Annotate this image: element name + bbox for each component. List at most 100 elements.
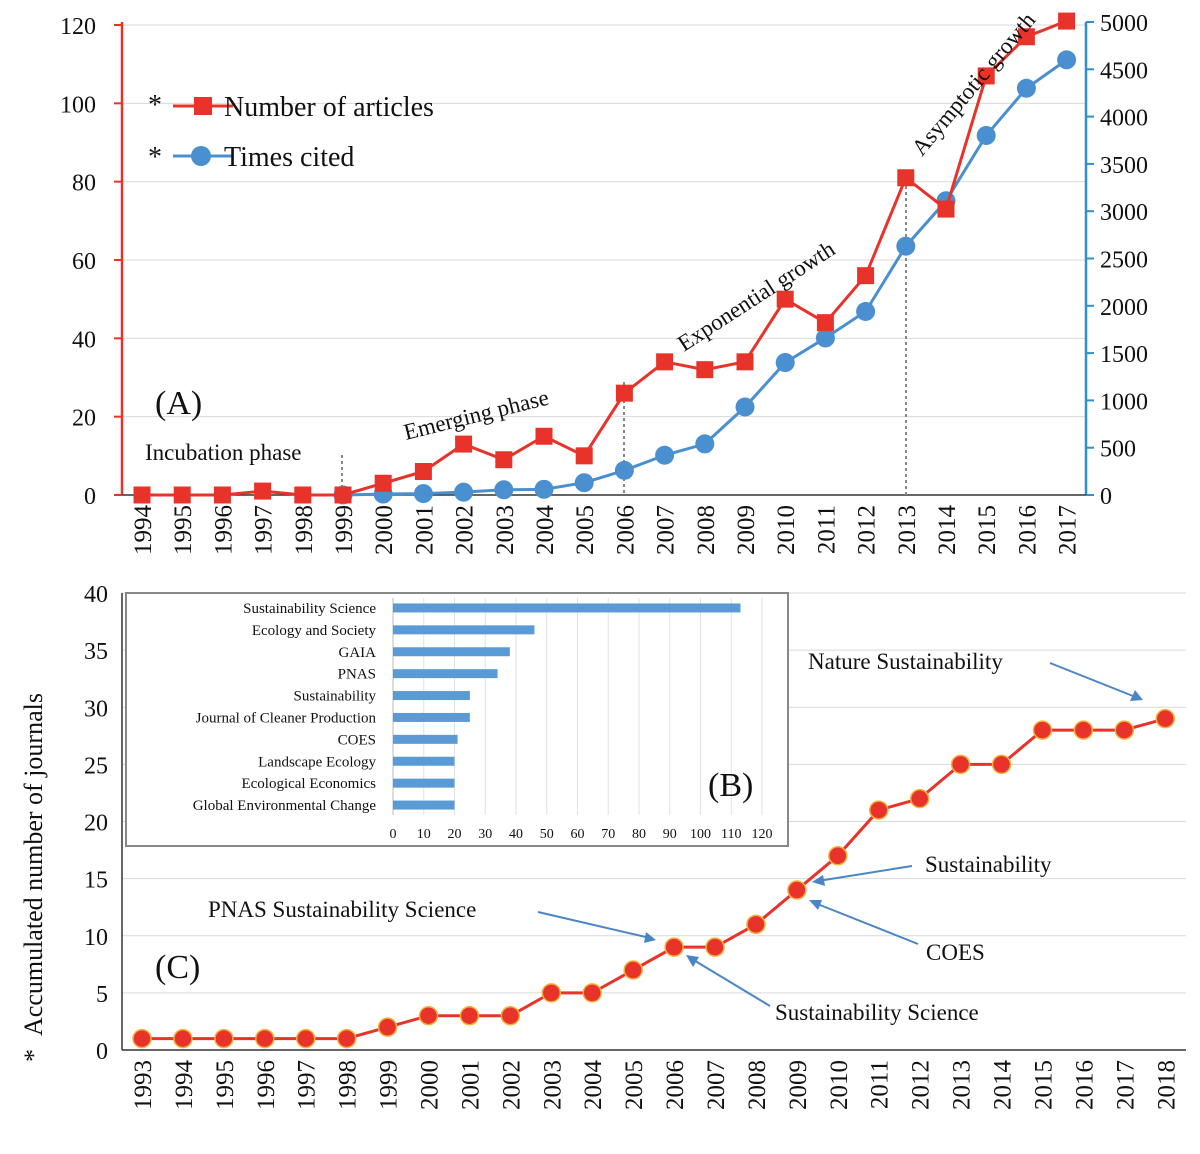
- data-point-times-cited: [574, 473, 594, 493]
- panel-c-x-ticks: 1993 1994 1995 1996 1997 1998 1999 2000 2001 2002…: [130, 1060, 1180, 1111]
- x-tick-label: 2011: [813, 505, 840, 554]
- data-point-accumulated-journals: [828, 846, 848, 866]
- x-tick-label: 1998: [291, 505, 318, 555]
- y-tick-label: 25: [84, 753, 108, 779]
- x-tick-label: 2007: [653, 505, 680, 555]
- data-point-accumulated-journals: [500, 1005, 521, 1026]
- y-right-tick-label: 2500: [1100, 248, 1148, 274]
- x-tick-label: 1996: [210, 505, 237, 555]
- x-tick-label: 2015: [974, 505, 1001, 555]
- data-point-accumulated-journals: [991, 754, 1012, 775]
- y-title-star: *: [19, 1049, 48, 1062]
- bar: [393, 712, 470, 722]
- annotation-pnas-sustainability-science: PNAS Sustainability Science: [208, 897, 476, 922]
- x-tick-label: 2017: [1112, 1060, 1139, 1110]
- data-point-accumulated-journals: [868, 800, 889, 820]
- category-label: PNAS: [338, 667, 376, 683]
- data-point-number-of-articles: [495, 451, 513, 469]
- x-tick-label: 2016: [1071, 1060, 1098, 1110]
- panel-c-y-title: * Accumulated number of journals: [19, 693, 48, 1062]
- x-tick-label: 2004: [580, 1060, 607, 1111]
- bar: [393, 778, 455, 788]
- data-point-number-of-articles: [736, 353, 754, 371]
- data-point-accumulated-journals: [173, 1028, 193, 1049]
- x-tick-label: 2001: [411, 505, 438, 555]
- bar: [393, 734, 458, 744]
- data-point-accumulated-journals: [1032, 720, 1053, 740]
- x-tick-label: 1995: [212, 1060, 239, 1110]
- x-tick-label: 2000: [371, 505, 398, 555]
- y-right-tick-label: 3500: [1100, 153, 1148, 179]
- data-point-accumulated-journals: [787, 880, 807, 900]
- x-tick-label: 2008: [693, 505, 720, 555]
- x-tick-label: 1999: [331, 505, 358, 555]
- x-tick-label: 2012: [854, 505, 881, 555]
- data-point-times-cited: [775, 353, 795, 373]
- data-point-times-cited: [976, 126, 996, 146]
- data-point-number-of-articles: [696, 361, 714, 379]
- y-right-tick-label: 1500: [1100, 342, 1148, 368]
- legend-circle-marker: [191, 146, 211, 166]
- x-tick-label: 1999: [376, 1060, 403, 1110]
- data-point-accumulated-journals: [746, 914, 766, 935]
- data-point-number-of-articles: [1058, 12, 1076, 30]
- data-point-number-of-articles: [897, 169, 915, 187]
- category-label: Global Environmental Change: [193, 798, 377, 814]
- data-point-times-cited: [735, 397, 755, 417]
- x-tick-label: 2010: [826, 1060, 853, 1110]
- y-left-tick-label: 100: [60, 92, 96, 118]
- data-point-times-cited: [695, 434, 715, 454]
- bar: [393, 625, 535, 635]
- data-point-accumulated-journals: [459, 1005, 480, 1026]
- data-point-accumulated-journals: [582, 983, 602, 1003]
- data-point-number-of-articles: [857, 267, 875, 285]
- x-tick-label: 2002: [452, 505, 479, 555]
- x-tick-label: 40: [509, 827, 523, 842]
- data-point-accumulated-journals: [909, 788, 930, 809]
- category-label: Journal of Cleaner Production: [196, 710, 377, 726]
- category-label: GAIA: [339, 645, 377, 661]
- y-right-tick-label: 0: [1100, 484, 1112, 510]
- data-point-number-of-articles: [334, 486, 352, 504]
- annotation-sustainability-science: Sustainability Science: [775, 1000, 979, 1025]
- data-point-times-cited: [494, 480, 514, 500]
- category-label: Ecological Economics: [241, 776, 376, 792]
- bar: [393, 800, 455, 810]
- x-tick-label: 2005: [572, 505, 599, 555]
- x-tick-label: 2013: [949, 1060, 976, 1110]
- data-point-number-of-articles: [937, 200, 955, 218]
- panel-a-legend: * Number of articles * Times cited: [148, 90, 434, 173]
- x-tick-label: 2006: [612, 505, 639, 555]
- y-tick-label: 40: [84, 582, 108, 608]
- data-point-times-cited: [534, 479, 554, 499]
- data-point-accumulated-journals: [541, 983, 562, 1003]
- data-point-accumulated-journals: [705, 937, 725, 957]
- data-point-times-cited: [896, 236, 916, 256]
- x-tick-label: 1995: [170, 505, 197, 555]
- x-tick-label: 100: [690, 827, 711, 842]
- x-tick-label: 70: [601, 827, 615, 842]
- x-tick-label: 2004: [532, 505, 559, 556]
- x-tick-label: 2014: [934, 505, 961, 556]
- x-tick-label: 60: [571, 827, 585, 842]
- data-point-times-cited: [1016, 78, 1036, 98]
- data-point-number-of-articles: [776, 290, 794, 308]
- x-tick-label: 1994: [130, 505, 157, 556]
- data-point-accumulated-journals: [664, 937, 684, 957]
- bar: [393, 603, 741, 613]
- category-label: Landscape Ecology: [258, 754, 376, 770]
- data-point-number-of-articles: [615, 384, 633, 402]
- x-tick-label: 30: [478, 827, 492, 842]
- x-tick-label: 1997: [294, 1060, 321, 1110]
- x-tick-label: 1997: [251, 505, 278, 555]
- x-tick-label: 90: [663, 827, 677, 842]
- data-point-number-of-articles: [575, 447, 593, 465]
- data-point-number-of-articles: [414, 463, 432, 480]
- arrowhead-sustainability-science: [686, 955, 699, 967]
- x-tick-label: 0: [390, 827, 397, 842]
- x-tick-label: 110: [721, 827, 741, 842]
- x-tick-label: 1996: [253, 1060, 280, 1110]
- legend-label-cited: Times cited: [224, 142, 354, 173]
- data-point-accumulated-journals: [255, 1028, 275, 1049]
